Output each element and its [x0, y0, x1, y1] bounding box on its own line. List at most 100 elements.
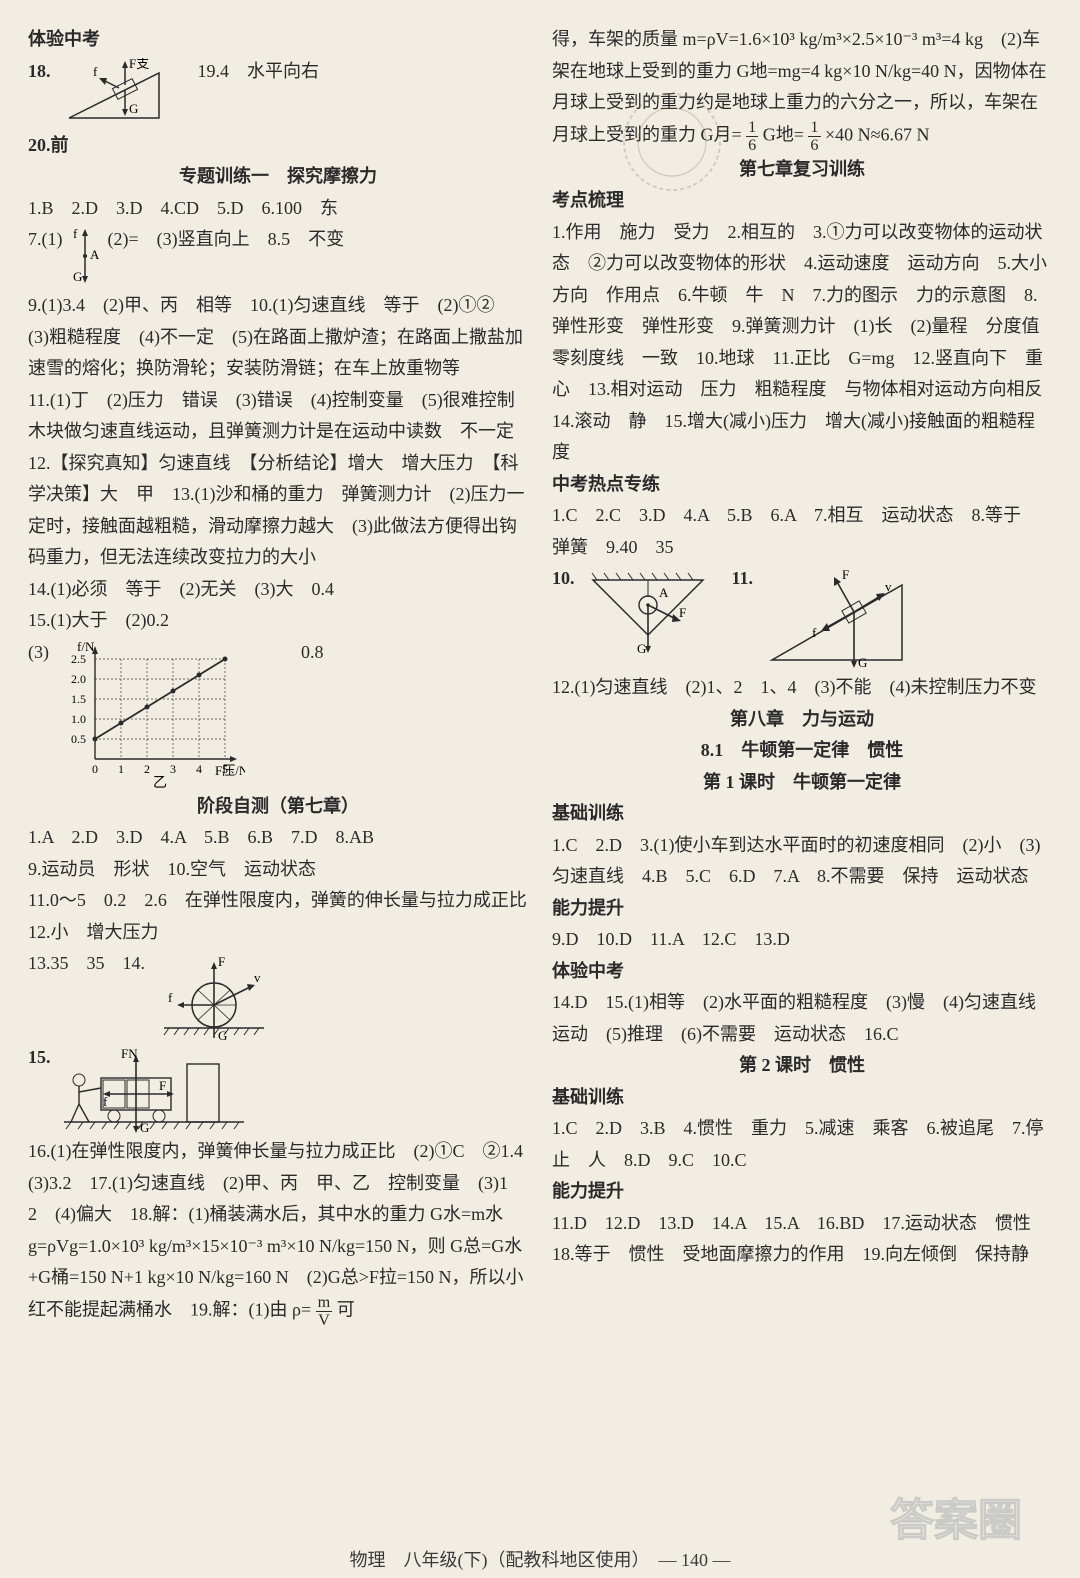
right-column: 得，车架的质量 m=ρV=1.6×10³ kg/m³×2.5×10⁻³ m³=4… — [552, 24, 1052, 1498]
svg-text:答案圈: 答案圈 — [890, 1496, 1022, 1545]
svg-text:f: f — [73, 226, 78, 241]
fraction-m-over-v: m V — [316, 1294, 333, 1329]
ke2-nengli: 11.D 12.D 13.D 14.A 15.A 16.BD 17.运动状态 惯… — [552, 1208, 1052, 1271]
q7-rest: (2)= (3)竖直向上 8.5 不变 — [108, 229, 345, 249]
watermark-icon: 答案圈 — [890, 1480, 1060, 1560]
jieduan-line3: 11.0～5 0.2 2.6 在弹性限度内，弹簧的伸长量与拉力成正比 12.小 … — [28, 885, 528, 948]
svg-text:F: F — [159, 1078, 166, 1093]
jichu-title-1: 基础训练 — [552, 798, 1052, 830]
diagram-cart-push-icon: FN F f G — [59, 1044, 249, 1134]
zhuanti1-q14: 14.(1)必须 等于 (2)无关 (3)大 0.4 — [28, 574, 528, 606]
right-top-tail: ×40 N≈6.67 N — [825, 124, 930, 144]
fraction-1-6-a: 1 6 — [746, 119, 758, 154]
kaodian-body: 1.作用 施力 受力 2.相互的 3.①力可以改变物体的运动状态 ②力可以改变物… — [552, 217, 1052, 469]
svg-text:4: 4 — [196, 762, 202, 776]
redian-title: 中考热点专练 — [552, 469, 1052, 501]
redian-q12: 12.(1)匀速直线 (2)1、2 1、4 (3)不能 (4)未控制压力不变 — [552, 672, 1052, 704]
diagram-ball-forces-icon: F v f G — [154, 950, 274, 1040]
jichu-title-2: 基础训练 — [552, 1082, 1052, 1114]
jieduan-line2: 9.运动员 形状 10.空气 运动状态 — [28, 854, 528, 886]
section-title: 体验中考 — [28, 24, 528, 56]
q15-graph-prefix: (3) — [28, 637, 49, 669]
zhuanti1-q9: 9.(1)3.4 (2)甲、丙 相等 10.(1)匀速直线 等于 (2)①② (… — [28, 290, 528, 385]
jieduan-title: 阶段自测（第七章） — [28, 791, 528, 823]
q15-label: 15. — [28, 1047, 51, 1067]
q19-tail: 可 — [337, 1299, 355, 1319]
zhuanti1-q7: 7.(1) f A G (2)= (3)竖直向上 8.5 不变 — [28, 224, 528, 290]
page-two-column: 体验中考 18. F支 f G 19.4 水平向右 — [0, 0, 1080, 1538]
nengli-title-1: 能力提升 — [552, 893, 1052, 925]
svg-text:G: G — [129, 101, 138, 116]
svg-text:f: f — [93, 64, 98, 79]
svg-text:A: A — [90, 247, 99, 262]
redian-q10-11: 10. A F G 11. — [552, 563, 1052, 672]
q15-graph-block: (3) f/N F压/N — [28, 637, 528, 791]
zhuanti1-q15-start: 15.(1)大于 (2)0.2 — [28, 605, 528, 637]
svg-text:F支: F支 — [129, 58, 149, 71]
zhuanti1-q11: 11.(1)丁 (2)压力 错误 (3)错误 (4)控制变量 (5)很难控制木块… — [28, 385, 528, 448]
svg-text:1.5: 1.5 — [71, 692, 86, 706]
stamp-icon — [612, 82, 732, 202]
svg-text:F: F — [218, 954, 225, 969]
svg-text:F压/N: F压/N — [215, 763, 245, 778]
svg-text:0.5: 0.5 — [71, 732, 86, 746]
left-column: 体验中考 18. F支 f G 19.4 水平向右 — [28, 24, 528, 1498]
svg-text:2: 2 — [144, 762, 150, 776]
svg-text:F: F — [842, 567, 849, 582]
q7-start: 7.(1) — [28, 229, 63, 249]
svg-text:2.0: 2.0 — [71, 672, 86, 686]
svg-text:f: f — [812, 625, 817, 640]
svg-text:f: f — [168, 990, 173, 1005]
svg-text:FN: FN — [121, 1046, 138, 1061]
q16-text: 16.(1)在弹性限度内，弹簧伸长量与拉力成正比 (2)①C ②1.4 (3)3… — [28, 1141, 541, 1319]
svg-text:v: v — [254, 970, 261, 985]
ke1-title: 第 1 课时 牛顿第一定律 — [552, 767, 1052, 799]
ke2-title: 第 2 课时 惯性 — [552, 1050, 1052, 1082]
ke2-jichu: 1.C 2.D 3.B 4.惯性 重力 5.减速 乘客 6.被追尾 7.停止 人… — [552, 1113, 1052, 1176]
svg-text:G: G — [73, 269, 82, 284]
q18-label: 18. — [28, 61, 51, 81]
svg-text:2.5: 2.5 — [71, 652, 86, 666]
svg-text:G: G — [140, 1120, 149, 1134]
svg-text:1: 1 — [118, 762, 124, 776]
jieduan-line1: 1.A 2.D 3.D 4.A 5.B 6.B 7.D 8.AB — [28, 822, 528, 854]
jieduan-q15: 15. — [28, 1042, 528, 1136]
svg-text:乙: 乙 — [153, 775, 167, 789]
jieduan-q16-19: 16.(1)在弹性限度内，弹簧伸长量与拉力成正比 (2)①C ②1.4 (3)3… — [28, 1136, 528, 1329]
line-chart-icon: f/N F压/N — [65, 639, 245, 789]
svg-text:G: G — [858, 655, 867, 670]
q18-row: 18. F支 f G 19.4 水平向右 — [28, 56, 528, 130]
svg-text:0: 0 — [92, 762, 98, 776]
svg-text:5: 5 — [222, 762, 228, 776]
svg-text:G: G — [637, 641, 646, 656]
q11-label: 11. — [732, 568, 754, 588]
q10-label: 10. — [552, 568, 575, 588]
zhuanti1-title: 专题训练一 探究摩擦力 — [28, 161, 528, 193]
diagram-vertical-forces-icon: f A G — [71, 226, 99, 288]
svg-text:G: G — [218, 1028, 227, 1040]
diagram-incline-block-icon: F v f G — [762, 565, 912, 670]
svg-text:F: F — [679, 605, 686, 620]
svg-text:f: f — [103, 1094, 108, 1109]
zhuanti1-line1: 1.B 2.D 3.D 4.CD 5.D 6.100 东 — [28, 193, 528, 225]
svg-text:3: 3 — [170, 762, 176, 776]
tiyan-title-2: 体验中考 — [552, 956, 1052, 988]
ch8-title: 第八章 力与运动 — [552, 704, 1052, 736]
svg-text:1.0: 1.0 — [71, 712, 86, 726]
redian-line1: 1.C 2.C 3.D 4.A 5.B 6.A 7.相互 运动状态 8.等于 弹… — [552, 500, 1052, 563]
jieduan-q13-14: 13.35 35 14. F v f G — [28, 948, 528, 1042]
ke1-jichu: 1.C 2.D 3.(1)使小车到达水平面时的初速度相同 (2)小 (3)匀速直… — [552, 830, 1052, 893]
right-top-mid: G地= — [763, 124, 804, 144]
q13-start: 13.35 35 14. — [28, 953, 145, 973]
q15-graph-right: 0.8 — [301, 637, 324, 669]
svg-text:v: v — [885, 579, 892, 594]
ke1-tiyan: 14.D 15.(1)相等 (2)水平面的粗糙程度 (3)慢 (4)匀速直线运动… — [552, 987, 1052, 1050]
svg-text:A: A — [659, 585, 669, 600]
ke1-nengli: 9.D 10.D 11.A 12.C 13.D — [552, 924, 1052, 956]
fraction-1-6-b: 1 6 — [808, 119, 820, 154]
q20: 20.前 — [28, 130, 528, 162]
zhuanti1-q12: 12.【探究真知】匀速直线 【分析结论】增大 增大压力 【科学决策】大 甲 13… — [28, 448, 528, 574]
ch8-1-title: 8.1 牛顿第一定律 惯性 — [552, 735, 1052, 767]
diagram-triangle-ball-icon: A F G — [583, 565, 713, 660]
q19-text: 19.4 水平向右 — [198, 61, 320, 81]
